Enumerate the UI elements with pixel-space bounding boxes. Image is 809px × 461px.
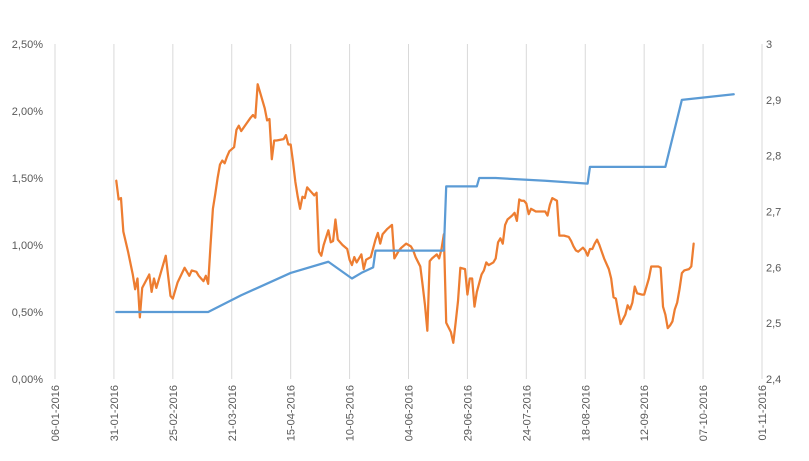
x-tick-label: 15-04-2016	[286, 385, 298, 441]
x-axis: 06-01-2016 31-01-2016 25-02-2016 21-03-2016…	[50, 385, 769, 441]
x-tick-label: 18-08-2016	[580, 385, 592, 441]
y-right-tick-label: 2,9	[766, 95, 781, 107]
y-axis-right: 2,4 2,5 2,6 2,7 2,8 2,9 3	[766, 39, 781, 386]
y-left-tick-label: 1,50%	[12, 173, 43, 185]
x-tick-label: 04-06-2016	[404, 385, 416, 441]
grid-layer	[54, 44, 763, 379]
x-tick-label: 24-07-2016	[521, 385, 533, 441]
x-tick-label: 21-03-2016	[227, 385, 239, 441]
x-tick-label: 12-09-2016	[639, 385, 651, 441]
y-left-tick-label: 0,50%	[12, 307, 43, 319]
y-right-tick-label: 2,4	[766, 374, 781, 386]
x-tick-label: 01-11-2016	[757, 385, 769, 440]
x-tick-label: 25-02-2016	[168, 385, 180, 441]
y-left-tick-label: 1,00%	[12, 240, 43, 252]
series-layer	[115, 83, 735, 344]
y-left-tick-label: 2,50%	[12, 39, 43, 51]
y-right-tick-label: 2,8	[766, 151, 781, 163]
x-tick-label: 06-01-2016	[50, 385, 62, 441]
x-tick-label: 29-06-2016	[462, 385, 474, 441]
y-right-tick-label: 2,6	[766, 262, 781, 274]
x-tick-label: 31-01-2016	[109, 385, 121, 441]
x-tick-label: 10-05-2016	[345, 385, 357, 441]
x-tick-label: 07-10-2016	[698, 385, 710, 441]
y-right-tick-label: 2,5	[766, 318, 781, 330]
y-right-tick-label: 2,7	[766, 207, 781, 219]
y-left-tick-label: 2,00%	[12, 106, 43, 118]
series-line-left-axis	[115, 83, 695, 344]
y-axis-left: 0,00% 0,50% 1,00% 1,50% 2,00% 2,50%	[12, 39, 43, 386]
y-left-tick-label: 0,00%	[12, 374, 43, 386]
series-line-right-axis	[115, 93, 735, 314]
y-right-tick-label: 3	[766, 39, 772, 51]
